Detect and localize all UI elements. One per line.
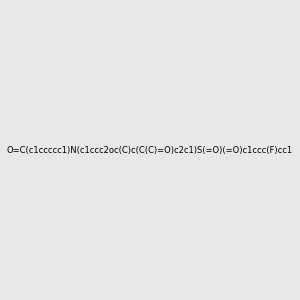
Text: O=C(c1ccccc1)N(c1ccc2oc(C)c(C(C)=O)c2c1)S(=O)(=O)c1ccc(F)cc1: O=C(c1ccccc1)N(c1ccc2oc(C)c(C(C)=O)c2c1)…	[7, 146, 293, 154]
